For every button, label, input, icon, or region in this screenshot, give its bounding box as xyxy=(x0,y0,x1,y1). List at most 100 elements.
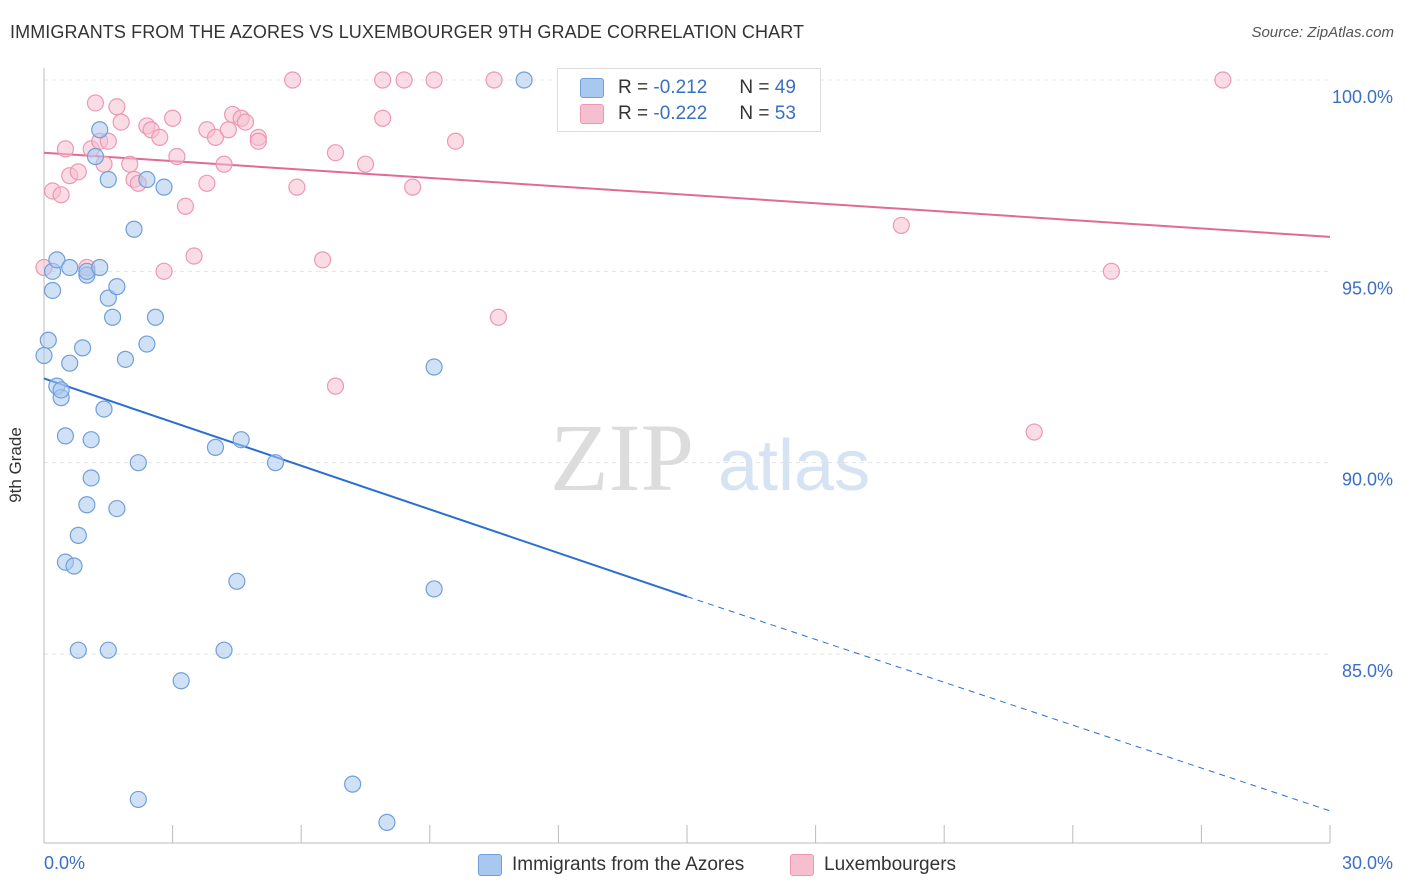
n-label: N = xyxy=(739,103,770,124)
bottom-legend-luxembourgers[interactable]: Luxembourgers xyxy=(790,852,956,878)
luxembourger-point xyxy=(99,132,117,150)
azores-point xyxy=(56,427,75,445)
azores-point xyxy=(228,572,246,590)
tick-labels: 85.0% 90.0% 95.0% 100.0% 0.0% 30.0% xyxy=(44,87,1393,873)
luxembourger-point xyxy=(356,155,375,173)
azores-point xyxy=(48,251,66,269)
azores-point xyxy=(91,258,109,277)
azores-point xyxy=(99,170,117,189)
azores-r-value: -0.212 xyxy=(653,77,708,98)
y-tick-label: 100.0% xyxy=(1332,87,1393,107)
luxembourger-point xyxy=(155,262,173,280)
azores-point xyxy=(52,381,70,399)
x-tick-label-min: 0.0% xyxy=(44,853,85,873)
luxembourger-point xyxy=(425,71,443,89)
azores-point xyxy=(232,431,250,449)
luxembourger-trend-line xyxy=(43,151,1331,238)
stats-legend: R = -0.212 N = 49 R = -0.222 N = 53 xyxy=(557,68,821,132)
azores-point xyxy=(99,289,117,307)
trend-lines xyxy=(43,151,1331,812)
luxembourger-point xyxy=(284,71,302,89)
azores-point xyxy=(108,499,126,518)
luxembourger-point xyxy=(69,163,87,181)
luxembourger-point xyxy=(249,132,267,150)
stats-legend-row-luxembourgers: R = -0.222 N = 53 xyxy=(580,102,796,126)
azores-point xyxy=(129,454,147,472)
azores-point xyxy=(515,71,533,89)
luxembourger-point xyxy=(446,132,465,150)
luxembourger-point xyxy=(112,113,130,131)
azores-point xyxy=(125,220,143,238)
r-label: R = xyxy=(618,77,649,98)
bottom-legend-azores[interactable]: Immigrants from the Azores xyxy=(478,852,744,878)
azores-point xyxy=(266,454,285,472)
luxembourgers-legend-label: Luxembourgers xyxy=(824,854,957,875)
azores-point xyxy=(69,641,87,659)
azores-point xyxy=(344,775,362,793)
azores-point xyxy=(39,331,57,349)
luxembourger-point xyxy=(288,178,306,196)
y-tick-label: 85.0% xyxy=(1342,661,1393,681)
luxembourger-point xyxy=(151,128,169,146)
luxembourger-point xyxy=(395,71,413,89)
luxembourger-point xyxy=(314,251,332,269)
azores-point xyxy=(116,350,135,368)
azores-point xyxy=(43,281,62,300)
luxembourger-point xyxy=(164,109,182,127)
luxembourger-point xyxy=(326,377,345,395)
watermark-zip: ZIP xyxy=(550,404,694,511)
watermark: ZIP atlas xyxy=(550,404,870,511)
azores-point xyxy=(108,278,126,296)
azores-point xyxy=(61,354,79,372)
n-label: N = xyxy=(739,77,770,98)
luxembourger-point xyxy=(206,128,225,146)
azores-point xyxy=(73,339,92,357)
azores-point xyxy=(425,580,443,598)
chart-title: IMMIGRANTS FROM THE AZORES VS LUXEMBOURG… xyxy=(10,22,805,42)
azores-point xyxy=(172,672,190,690)
azores-point xyxy=(61,258,79,277)
luxembourger-point xyxy=(168,147,186,166)
luxembourger-point xyxy=(56,140,75,158)
azores-n-value: 49 xyxy=(774,77,796,98)
azores-point xyxy=(35,346,53,365)
azores-point xyxy=(206,438,225,456)
luxembourger-point xyxy=(1025,423,1043,441)
y-tick-label: 90.0% xyxy=(1342,470,1393,490)
luxembourger-point xyxy=(374,109,392,127)
azores-point xyxy=(378,813,396,831)
luxembourgers-legend-swatch xyxy=(790,854,814,876)
stats-legend-row-azores: R = -0.212 N = 49 xyxy=(580,76,796,100)
luxembourger-point xyxy=(52,186,70,204)
azores-point xyxy=(82,469,100,487)
data-points xyxy=(35,71,1232,831)
azores-point xyxy=(86,147,105,166)
y-tick-label: 95.0% xyxy=(1342,278,1393,298)
azores-point xyxy=(82,431,100,449)
azores-legend-swatch xyxy=(478,854,502,876)
luxembourger-point xyxy=(489,308,507,326)
luxembourgers-swatch xyxy=(580,104,604,124)
azores-point xyxy=(95,400,113,418)
luxembourger-point xyxy=(1214,71,1232,89)
x-tick-label-max: 30.0% xyxy=(1342,853,1393,873)
azores-point xyxy=(138,335,156,353)
azores-point xyxy=(138,170,156,189)
luxembourger-point xyxy=(219,121,237,139)
azores-point xyxy=(129,790,147,809)
axes xyxy=(43,68,1331,844)
azores-point xyxy=(99,641,117,659)
luxembourger-point xyxy=(121,155,139,173)
azores-point xyxy=(69,526,87,544)
luxembourger-point xyxy=(215,155,233,173)
watermark-atlas: atlas xyxy=(718,426,870,506)
luxembourger-point xyxy=(176,197,195,215)
luxembourger-point xyxy=(185,247,203,265)
azores-swatch xyxy=(580,78,604,98)
azores-trend-extension xyxy=(686,596,1331,812)
luxembourgers-n-value: 53 xyxy=(774,103,796,124)
azores-trend-line xyxy=(43,377,688,598)
luxembourger-point xyxy=(404,178,422,196)
source-credit: Source: ZipAtlas.com xyxy=(1251,24,1394,41)
